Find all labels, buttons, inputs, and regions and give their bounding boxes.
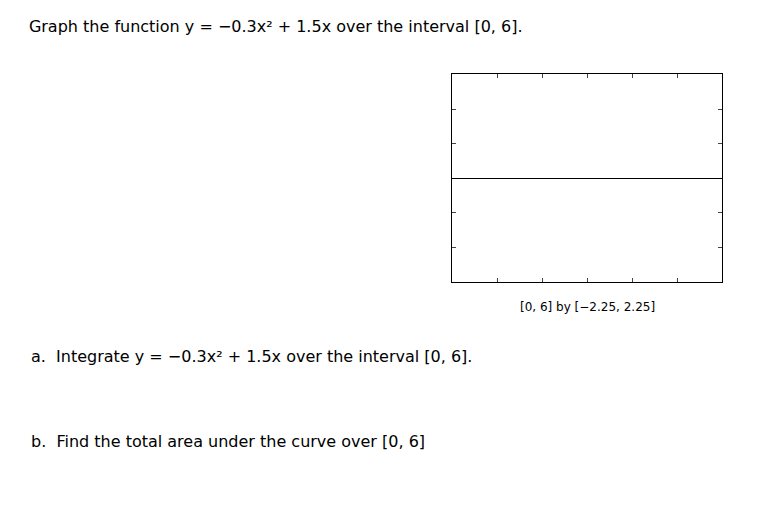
svg-text:b. Find the total area under: b. Find the total area under the curve o… xyxy=(31,432,425,451)
svg-text:Graph the function y = −0.3x²: Graph the function y = −0.3x² + 1.5x ove… xyxy=(29,17,523,36)
svg-text:[0, 6] by [−2.25, 2.25]: [0, 6] by [−2.25, 2.25] xyxy=(520,300,655,314)
svg-text:a. Integrate y = −0.3x² + 1.5: a. Integrate y = −0.3x² + 1.5x over the … xyxy=(31,347,472,366)
